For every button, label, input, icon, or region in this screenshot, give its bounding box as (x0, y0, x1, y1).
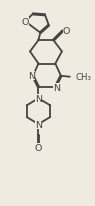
Text: O: O (22, 18, 29, 27)
Text: N: N (35, 120, 42, 129)
Text: O: O (35, 143, 42, 152)
Text: N: N (35, 94, 42, 103)
Text: N: N (28, 72, 35, 81)
Text: O: O (63, 27, 70, 36)
Text: N: N (53, 83, 60, 92)
Text: CH₃: CH₃ (75, 72, 91, 81)
